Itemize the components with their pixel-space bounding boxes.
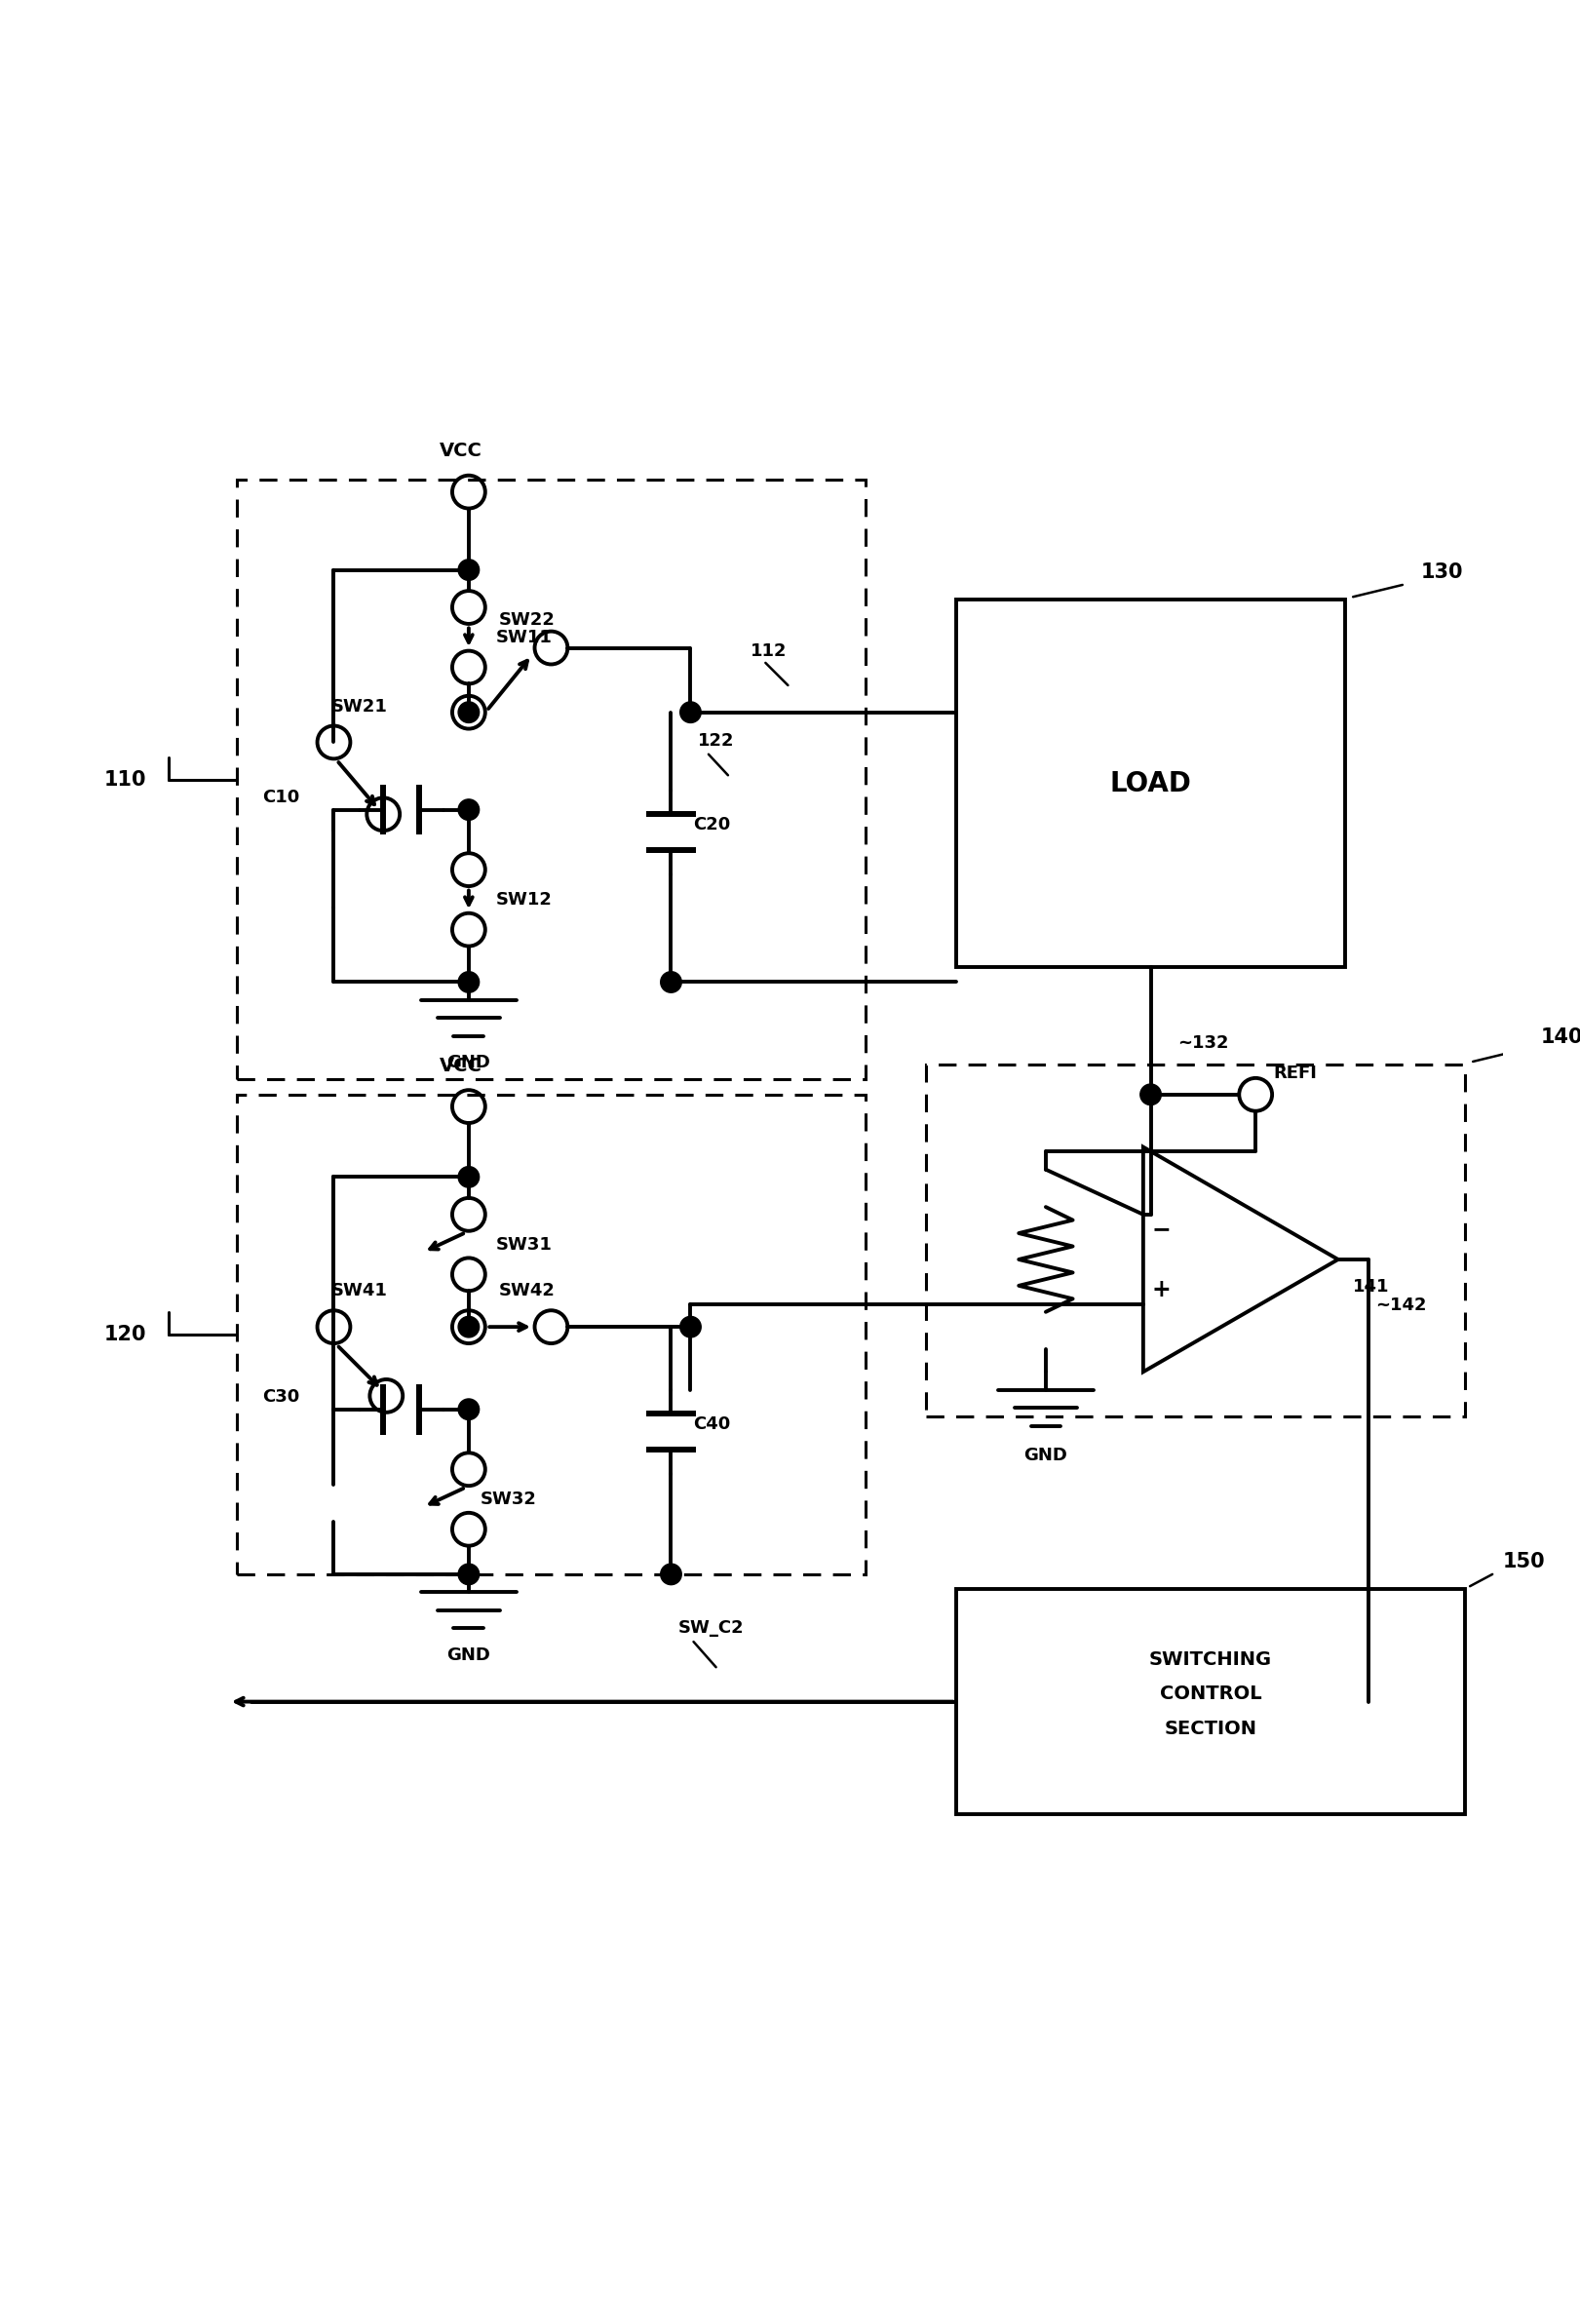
Text: 140: 140 (1540, 1027, 1580, 1046)
Text: SW31: SW31 (496, 1236, 551, 1253)
Circle shape (458, 799, 479, 820)
Circle shape (458, 1315, 479, 1336)
Text: 141: 141 (1352, 1278, 1389, 1294)
Text: 110: 110 (104, 769, 147, 790)
Text: +: + (1152, 1278, 1171, 1301)
Circle shape (458, 702, 479, 723)
Circle shape (458, 1399, 479, 1420)
Circle shape (458, 1167, 479, 1188)
Circle shape (679, 1315, 702, 1336)
Circle shape (660, 1564, 681, 1585)
Text: LOAD: LOAD (1109, 769, 1191, 797)
Text: SW42: SW42 (499, 1283, 555, 1299)
Text: ~132: ~132 (1177, 1034, 1229, 1053)
Text: GND: GND (1024, 1448, 1068, 1464)
Text: C20: C20 (694, 816, 732, 834)
Circle shape (679, 702, 702, 723)
Text: SW41: SW41 (330, 1283, 387, 1299)
Text: C40: C40 (694, 1415, 732, 1434)
Circle shape (458, 560, 479, 581)
Text: SW21: SW21 (330, 697, 387, 716)
Circle shape (660, 971, 681, 992)
Text: CONTROL: CONTROL (1160, 1685, 1262, 1703)
Text: GND: GND (447, 1055, 490, 1071)
Text: SW11: SW11 (496, 627, 551, 646)
Text: SECTION: SECTION (1164, 1720, 1258, 1738)
Text: REFI: REFI (1273, 1064, 1318, 1083)
Text: 130: 130 (1420, 562, 1463, 581)
Text: GND: GND (447, 1645, 490, 1664)
Text: 120: 120 (104, 1325, 147, 1343)
Text: VCC: VCC (439, 442, 482, 460)
Circle shape (458, 971, 479, 992)
Text: 150: 150 (1503, 1552, 1545, 1571)
Circle shape (1141, 1083, 1161, 1104)
Text: SW12: SW12 (496, 890, 551, 909)
Circle shape (458, 1564, 479, 1585)
Text: −: − (1152, 1218, 1171, 1241)
Text: SW22: SW22 (499, 611, 555, 627)
Text: C10: C10 (262, 788, 299, 806)
Text: SWITCHING: SWITCHING (1149, 1650, 1272, 1669)
Text: 112: 112 (750, 641, 787, 660)
Text: C30: C30 (262, 1387, 299, 1406)
Text: VCC: VCC (439, 1057, 482, 1076)
Text: ~142: ~142 (1376, 1297, 1427, 1315)
Text: SW32: SW32 (480, 1490, 537, 1508)
Text: 122: 122 (698, 732, 735, 751)
Text: SW_C2: SW_C2 (678, 1620, 744, 1636)
